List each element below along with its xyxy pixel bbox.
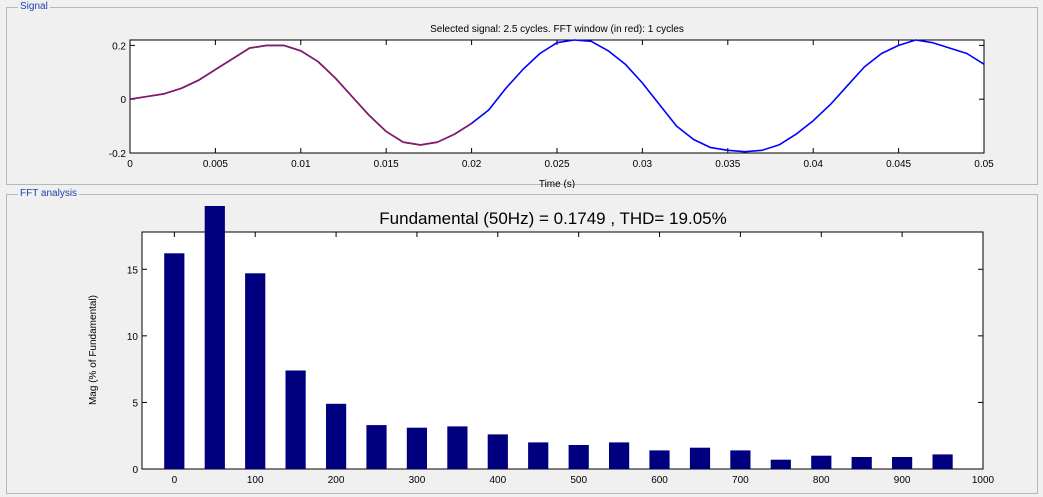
fft-bar [164, 253, 185, 469]
fft-ytick-label: 15 [127, 265, 139, 276]
signal-xtick-label: 0.01 [291, 159, 311, 170]
fft-xtick-label: 0 [172, 475, 178, 486]
signal-ytick-label: 0 [120, 95, 126, 106]
fft-xtick-label: 500 [570, 475, 587, 486]
signal-ytick-label: 0.2 [112, 41, 126, 52]
fft-ylabel: Mag (% of Fundamental) [88, 295, 99, 405]
fft-xtick-label: 200 [328, 475, 345, 486]
fft-xtick-label: 100 [247, 475, 264, 486]
fft-bar [770, 459, 791, 469]
fft-xtick-label: 600 [651, 475, 668, 486]
fft-ytick-label: 5 [132, 398, 138, 409]
fft-bar [811, 455, 832, 469]
signal-xtick-label: 0.005 [203, 159, 228, 170]
fft-groupbox-label: FFT analysis [18, 188, 80, 200]
fft-bar [649, 450, 670, 469]
fft-plot-area [141, 231, 984, 470]
fft-bar [892, 457, 913, 469]
signal-xtick-label: 0.03 [633, 159, 653, 170]
signal-plot-area [129, 39, 985, 154]
signal-chart: Selected signal: 2.5 cycles. FFT window … [109, 24, 994, 188]
fft-ytick-label: 10 [127, 332, 139, 343]
fft-bar [932, 454, 953, 469]
signal-xtick-label: 0 [127, 159, 133, 170]
fft-window-series-line [129, 44, 473, 146]
fft-bar [730, 450, 751, 469]
fft-xtick-label: 800 [813, 475, 830, 486]
fft-bar [447, 426, 468, 469]
signal-groupbox [6, 7, 1038, 185]
fft-xtick-label: 900 [894, 475, 911, 486]
signal-ytick-label: -0.2 [109, 149, 127, 160]
fft-xtick-label: 1000 [972, 475, 995, 486]
fft-bar [366, 425, 387, 469]
signal-xtick-label: 0.015 [374, 159, 399, 170]
fft-bar [568, 445, 589, 469]
signal-xtick-label: 0.02 [462, 159, 482, 170]
fft-bar [689, 447, 711, 469]
signal-xtick-label: 0.025 [544, 159, 569, 170]
fft-title: Fundamental (50Hz) = 0.1749 , THD= 19.05… [379, 209, 726, 228]
fft-xtick-label: 700 [732, 475, 749, 486]
fft-bar [528, 442, 549, 469]
fft-ytick-label: 0 [132, 465, 138, 476]
fft-bar [326, 403, 347, 469]
signal-xtick-label: 0.05 [974, 159, 994, 170]
fft-bar [285, 370, 306, 469]
fft-xtick-label: 400 [489, 475, 506, 486]
fft-bar [609, 442, 630, 469]
fft-xtick-label: 300 [409, 475, 426, 486]
fft-bar [245, 273, 266, 469]
fft-bar [851, 457, 872, 469]
fft-groupbox [6, 194, 1038, 494]
signal-xlabel: Time (s) [539, 179, 575, 188]
fft-bar [204, 206, 225, 469]
signal-xtick-label: 0.04 [803, 159, 823, 170]
fft-bar [406, 427, 427, 469]
fft-bar [487, 434, 508, 469]
signal-groupbox-label: Signal [18, 1, 50, 13]
signal-xtick-label: 0.035 [715, 159, 740, 170]
signal-xtick-label: 0.045 [886, 159, 911, 170]
signal-title: Selected signal: 2.5 cycles. FFT window … [430, 24, 684, 35]
